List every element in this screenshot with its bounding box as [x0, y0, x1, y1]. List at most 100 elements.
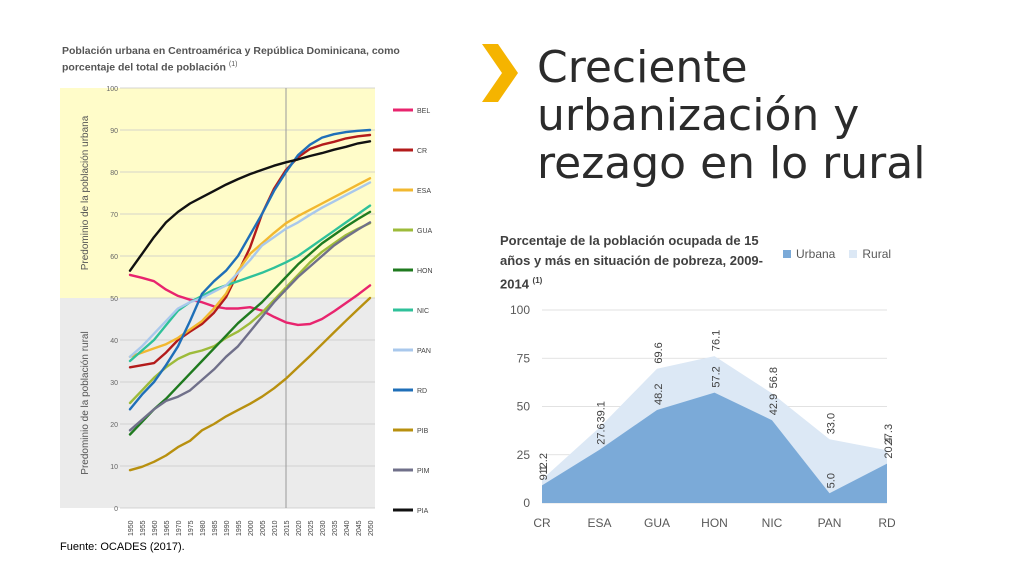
x-tick-label: HON	[701, 516, 728, 530]
y-tick-label: 50	[517, 400, 531, 414]
series-line-bel	[128, 273, 372, 327]
slide-title-line-3: rezago en lo rural	[537, 138, 926, 189]
x-tick-label: 2005	[260, 520, 267, 536]
y-tick-label: 100	[510, 303, 530, 317]
series-line-gua	[128, 221, 372, 405]
legend-label-esa: ESA	[417, 188, 431, 195]
urban-area	[542, 392, 887, 503]
y-tick-label: 20	[110, 422, 118, 429]
legend-item-urbana: Urbana	[783, 247, 835, 261]
series-line-hon	[128, 210, 372, 436]
data-label-rural: 56.8	[768, 367, 780, 388]
urban-band	[60, 88, 375, 298]
x-tick-label: 1955	[140, 520, 147, 536]
data-label-urbana: 42.9	[768, 394, 780, 415]
legend-swatch-rural	[849, 250, 858, 258]
legend-label-pim: PIM	[417, 468, 430, 475]
x-tick-label: 1950	[128, 520, 135, 536]
x-tick-label: GUA	[644, 516, 670, 530]
series-line-rd	[128, 128, 372, 411]
x-tick-label: 2010	[272, 520, 279, 536]
y-tick-label: 25	[517, 448, 531, 462]
chart1-title-note: (1)	[228, 61, 238, 68]
slide-title: Creciente urbanización y rezago en lo ru…	[537, 44, 925, 188]
series-line-pia	[128, 140, 372, 272]
data-label-urbana: 57.2	[711, 366, 723, 387]
x-tick-label: 2000	[248, 520, 255, 536]
y-tick-label: 10	[110, 464, 118, 471]
data-label-urbana: 27.6	[596, 423, 608, 444]
chart2-title-text: Porcentaje de la población ocupada de 15…	[500, 233, 763, 292]
x-tick-label: PAN	[818, 516, 842, 530]
x-tick-label: 1995	[236, 520, 243, 536]
y-tick-label: 100	[106, 86, 118, 93]
legend-label-hon: HON	[417, 268, 433, 275]
x-tick-label: 1965	[164, 520, 171, 536]
rural-band-label: Predominio de la población rural	[80, 331, 91, 474]
series-line-pan	[128, 181, 372, 358]
y-tick-label: 0	[523, 496, 530, 510]
chart1-title: Población urbana en Centroamérica y Repú…	[62, 44, 452, 75]
data-label-urbana: 48.2	[653, 384, 665, 405]
legend-label-cr: CR	[417, 148, 427, 155]
data-label-rural: 39.1	[596, 401, 608, 422]
legend-label-nic: NIC	[417, 308, 429, 315]
legend-label-urbana: Urbana	[796, 247, 836, 261]
x-tick-label: 2030	[320, 520, 327, 536]
legend-label-rural: Rural	[862, 247, 892, 261]
data-label-urbana: 9.1	[538, 465, 550, 480]
series-line-pib	[128, 296, 372, 472]
y-tick-label: 30	[110, 380, 118, 387]
x-tick-label: 2025	[308, 520, 315, 536]
data-label-urbana: 5.0	[826, 473, 838, 488]
x-tick-label: 2040	[344, 520, 351, 536]
legend-label-pan: PAN	[417, 348, 431, 355]
y-tick-label: 60	[110, 254, 118, 261]
slide-title-line-1: Creciente	[537, 42, 748, 93]
data-label-rural: 69.6	[653, 342, 665, 363]
x-tick-label: 2015	[284, 520, 291, 536]
series-line-cr	[128, 133, 372, 369]
legend-label-rd: RD	[417, 388, 427, 395]
chart2-title-note: (1)	[532, 276, 543, 285]
x-tick-label: 1985	[212, 520, 219, 536]
y-tick-label: 75	[517, 351, 531, 365]
x-tick-label: 2050	[368, 520, 375, 536]
source-note: Fuente: OCADES (2017).	[60, 541, 185, 553]
data-label-rural: 33.0	[826, 413, 838, 434]
chevron-right-icon	[482, 44, 518, 102]
x-tick-label: 2035	[332, 520, 339, 536]
x-tick-label: 1980	[200, 520, 207, 536]
legend-label-bel: BEL	[417, 108, 430, 115]
x-tick-label: NIC	[762, 516, 783, 530]
y-tick-label: 40	[110, 338, 118, 345]
y-tick-label: 50	[110, 296, 118, 303]
urban-band-label: Predominio de la población urbana	[80, 115, 91, 270]
x-tick-label: RD	[878, 516, 895, 530]
legend-swatch-urbana	[783, 250, 791, 258]
x-tick-label: 2045	[356, 520, 363, 536]
data-label-rural: 27.3	[883, 424, 895, 445]
series-line-pim	[128, 221, 372, 432]
series-line-esa	[128, 177, 372, 358]
x-tick-label: 1960	[152, 520, 159, 536]
data-label-urbana: 20.4	[883, 437, 895, 458]
chart1-title-text: Población urbana en Centroamérica y Repú…	[62, 45, 400, 74]
y-tick-label: 70	[110, 212, 118, 219]
x-tick-label: 2020	[296, 520, 303, 536]
x-tick-label: 1990	[224, 520, 231, 536]
series-line-nic	[128, 204, 372, 363]
legend-label-pib: PIB	[417, 428, 429, 435]
legend-item-rural: Rural	[849, 247, 891, 261]
y-tick-label: 0	[114, 506, 118, 513]
legend-label-gua: GUA	[417, 228, 433, 235]
chart2-title: Porcentaje de la población ocupada de 15…	[500, 231, 775, 294]
poverty-area-chart: 0 25 50 75 100 CR ESA GUA HON NIC PAN RD 12.2 39.1 69.…	[510, 303, 895, 530]
slide-title-line-2: urbanización y	[537, 90, 860, 141]
x-tick-label: CR	[533, 516, 551, 530]
y-tick-label: 80	[110, 170, 118, 177]
legend-label-pia: PIA	[417, 508, 429, 515]
chart2-legend: Urbana Rural	[783, 247, 891, 261]
x-tick-label: ESA	[587, 516, 611, 530]
